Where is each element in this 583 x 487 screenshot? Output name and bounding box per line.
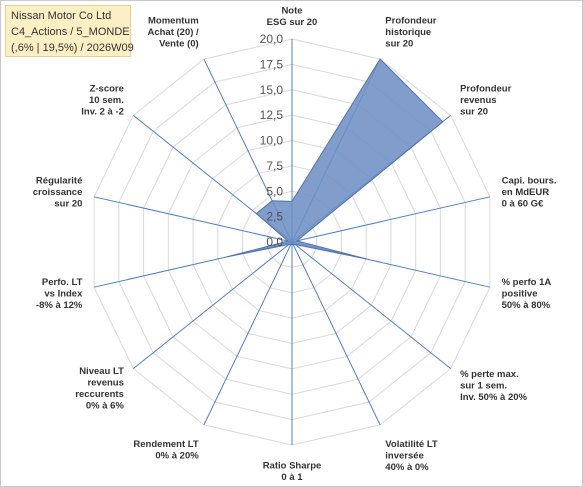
axis-label: Momentum Achat (20) / Vente (0): [147, 15, 199, 49]
axis-label-line: -8% à 12%: [36, 300, 83, 311]
tick-label: 15,0: [260, 83, 284, 97]
tick-label: 10,0: [260, 134, 284, 148]
tick-label: 2,5: [266, 210, 283, 224]
axis-label-line: en MdEUR: [502, 187, 550, 198]
axis-label: Capi. bours. en MdEUR 0 à 60 G€: [502, 175, 557, 209]
axis-label: % perte max. sur 1 sem. Inv. 50% à 20%: [460, 369, 527, 403]
axis-label-line: Régularité: [36, 175, 82, 186]
tick-label: 12,5: [260, 108, 284, 122]
axis-label-line: % perfo 1A: [502, 277, 552, 288]
axis-label-line: Perfo. LT: [42, 277, 83, 288]
axis-label-line: 10 sem.: [89, 95, 124, 106]
axis-label-line: vs Index: [44, 289, 83, 300]
axis-label: Niveau LT revenus reccurents 0% à 6%: [75, 366, 124, 412]
axis-label-line: croissance: [33, 187, 83, 198]
axis-label-line: revenus: [460, 95, 496, 106]
axis-label-line: Z-score: [90, 84, 124, 95]
axis-line: [132, 241, 293, 369]
axis-label-line: historique: [385, 27, 431, 38]
axis-label-line: sur 20: [460, 107, 488, 118]
axis-label-line: 0 à 1: [281, 472, 303, 483]
axis-label: Ratio Sharpe 0 à 1: [263, 461, 322, 484]
axis-line: [291, 196, 491, 243]
tick-label: 17,5: [260, 57, 284, 71]
axis-label-line: sur 20: [385, 38, 413, 49]
axis-label-line: % perte max.: [460, 369, 519, 380]
axis-label-line: sur 1 sem.: [460, 380, 507, 391]
axis-label: Profondeur revenus sur 20: [460, 84, 511, 118]
axis-label: Z-score 10 sem. Inv. 2 à -2: [81, 84, 124, 118]
axis-label-line: Niveau LT: [79, 366, 124, 377]
axis-line: [93, 196, 293, 243]
axis-labels: Note ESG sur 20 Profondeur historique sur 20…: [33, 6, 557, 484]
radar-series: [226, 58, 444, 260]
axis-label-line: Inv. 50% à 20%: [460, 392, 527, 403]
axis-label-line: Vente (0): [159, 38, 199, 49]
tick-label: 5,0: [266, 184, 283, 198]
radial-ticks: 0,0 2,5 5,0 7,5 10,0 12,5 15,0 17,5 20,0: [260, 32, 284, 249]
axis-label-line: 0% à 6%: [86, 401, 125, 412]
axis-line: [291, 241, 452, 369]
axis-line: [203, 241, 293, 426]
axis-label-line: Volatilité LT: [385, 439, 438, 450]
axis-label-line: 50% à 80%: [502, 300, 551, 311]
axis-label-line: 0% à 20%: [155, 451, 199, 462]
tick-label: 7,5: [266, 159, 283, 173]
axis-label: Volatilité LT inversée 40% à 0%: [385, 439, 438, 473]
axis-label-line: 40% à 0%: [385, 462, 429, 473]
tick-label: 0,0: [266, 235, 283, 249]
company-name: Nissan Motor Co Ltd: [11, 10, 112, 22]
axis-label-line: Profondeur: [460, 84, 511, 95]
axis-label: Rendement LT 0% à 20%: [133, 439, 199, 462]
axis-label: Profondeur historique sur 20: [385, 15, 436, 49]
axis-label-line: Rendement LT: [133, 439, 198, 450]
axis-line: [291, 241, 381, 426]
axis-label-line: Ratio Sharpe: [263, 461, 322, 472]
category: C4_Actions / 5_MONDE: [11, 26, 130, 38]
axis-label-line: Momentum: [148, 15, 199, 26]
axis-label-line: inversée: [385, 451, 424, 462]
info-box: Nissan Motor Co Ltd C4_Actions / 5_MONDE…: [5, 5, 134, 57]
axis-label-line: Capi. bours.: [502, 175, 557, 186]
axis-label-line: Note: [281, 6, 302, 17]
performance-week: (,6% | 19,5%) / 2026W09: [11, 42, 134, 54]
axis-label-line: Profondeur: [385, 15, 436, 26]
axis-label: Régularité croissance sur 20: [33, 175, 83, 209]
axis-label-line: revenus: [87, 378, 123, 389]
axis-label: % perfo 1A positive 50% à 80%: [502, 277, 552, 311]
axis-label-line: Achat (20) /: [147, 27, 199, 38]
axis-label: Note ESG sur 20: [267, 6, 318, 29]
axis-label-line: Inv. 2 à -2: [81, 107, 124, 118]
axis-label-line: sur 20: [54, 198, 82, 209]
axis-label: Perfo. LT vs Index -8% à 12%: [36, 277, 83, 311]
axis-label-line: ESG sur 20: [267, 17, 318, 28]
axis-label-line: 0 à 60 G€: [502, 198, 544, 209]
tick-label: 20,0: [260, 32, 284, 46]
series-area: [226, 58, 444, 260]
axis-label-line: reccurents: [75, 389, 124, 400]
axis-label-line: positive: [502, 289, 538, 300]
